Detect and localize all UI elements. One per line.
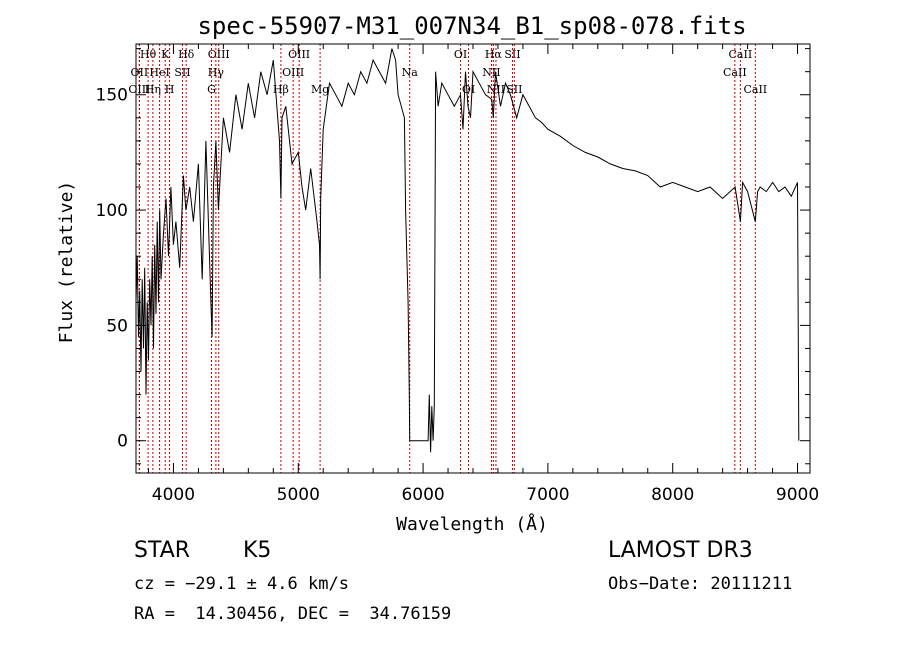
chart-title: spec-55907-M31_007N34_B1_sp08-078.fits — [197, 12, 746, 40]
spectral-line-label: SII — [174, 66, 190, 79]
y-tick-label: 100 — [96, 201, 128, 221]
spectral-line-label: SII — [506, 83, 522, 96]
spectral-line-label: SII — [504, 48, 520, 61]
x-tick-label: 7000 — [526, 485, 569, 505]
spectral-line-label: CaII — [743, 83, 767, 96]
spectral-line-label: Hδ — [178, 48, 195, 61]
spectral-line-label: NII — [487, 83, 505, 96]
spectral-line-label: Hη — [145, 83, 161, 96]
x-tick-label: 6000 — [401, 485, 444, 505]
spectral-line-label: Mg — [311, 83, 329, 96]
spectral-line-label: Hθ — [140, 48, 157, 61]
spectral-line-label: Hα — [485, 48, 503, 61]
spectral-line-label: NII — [482, 66, 500, 79]
spectral-line-label: CaII — [723, 66, 747, 79]
spectral-line-label: Na — [402, 66, 419, 79]
spectral-line-label: G — [207, 83, 216, 96]
y-tick-label: 150 — [96, 86, 128, 106]
redshift-readout: cz = −29.1 ± 4.6 km/s — [134, 574, 349, 594]
x-tick-label: 8000 — [651, 485, 694, 505]
x-axis-label: Wavelength (Å) — [396, 513, 548, 535]
survey-name: LAMOST DR3 — [608, 538, 753, 563]
spectral-line-label: Hβ — [273, 83, 289, 96]
spectral-line-label: OIII — [128, 83, 150, 96]
y-tick-label: 50 — [106, 316, 128, 336]
y-axis-label: Flux (relative) — [56, 181, 77, 344]
spectral-line-label: OIII — [288, 48, 310, 61]
spectral-line-label: Hγ — [208, 66, 225, 79]
obs-date: Obs−Date: 20111211 — [608, 574, 793, 594]
object-class: STAR — [134, 538, 191, 563]
spectral-line-label: OIII — [282, 66, 304, 79]
spectral-line-label: H — [165, 83, 175, 96]
ra-dec-readout: RA = 14.30456, DEC = 34.76159 — [134, 604, 452, 624]
spectral-line-label: HeI — [149, 66, 169, 79]
spectral-line-label: OI — [462, 83, 475, 96]
object-subclass: K5 — [243, 538, 272, 563]
spectral-line-label: CaII — [729, 48, 753, 61]
x-tick-label: 4000 — [152, 485, 195, 505]
x-tick-label: 5000 — [277, 485, 320, 505]
plot-frame — [135, 43, 811, 474]
y-tick-label: 0 — [117, 432, 128, 452]
x-tick-label: 9000 — [776, 485, 819, 505]
spectrum-line — [135, 48, 800, 453]
spectral-line-label: K — [161, 48, 170, 61]
spectral-line-label: OI — [454, 48, 467, 61]
spectral-line-label: OIII — [208, 48, 230, 61]
